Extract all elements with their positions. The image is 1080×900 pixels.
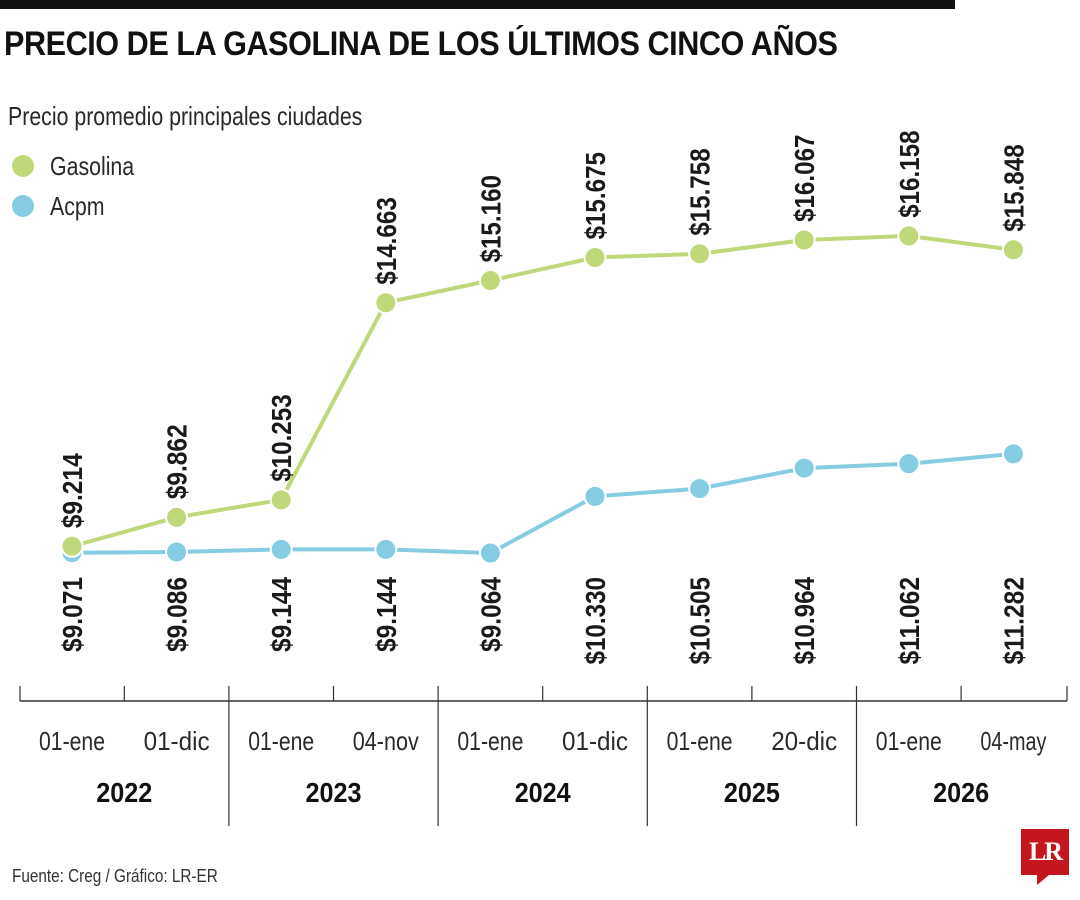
x-tick-label: 01-ene xyxy=(457,726,523,756)
data-point-acpm xyxy=(1001,442,1025,466)
chart-subtitle: Precio promedio principales ciudades xyxy=(8,101,363,131)
lr-logo: LR xyxy=(1021,829,1069,875)
data-label-gasolina: $9.862 xyxy=(162,424,193,499)
data-point-gasolina xyxy=(583,246,607,270)
x-tick-label: 01-dic xyxy=(144,726,210,756)
data-point-acpm xyxy=(269,537,293,561)
x-tick-label: 01-ene xyxy=(667,726,733,756)
year-label: 2022 xyxy=(96,777,152,808)
data-label-acpm: $10.330 xyxy=(580,577,611,665)
data-label-acpm: $10.505 xyxy=(685,577,716,665)
legend-item-gasolina: Gasolina xyxy=(12,146,153,186)
data-point-acpm xyxy=(792,456,816,480)
x-tick-label: 04-nov xyxy=(353,726,419,756)
x-axis: 01-ene 01-dic 01-ene 04-nov 01-ene 01-dic 01-e… xyxy=(19,686,1068,826)
data-point-acpm xyxy=(897,452,921,476)
x-tick-label: 01-dic xyxy=(562,726,628,756)
data-point-gasolina xyxy=(165,505,189,529)
data-point-gasolina xyxy=(269,488,293,512)
top-rule xyxy=(0,0,955,9)
data-label-gasolina: $14.663 xyxy=(371,197,402,285)
x-tick-label: 01-ene xyxy=(39,726,105,756)
data-label-gasolina: $16.158 xyxy=(894,130,925,218)
x-tick-label: 01-ene xyxy=(248,726,314,756)
lr-logo-tail xyxy=(1037,875,1049,885)
data-point-acpm xyxy=(688,477,712,501)
data-label-gasolina: $15.675 xyxy=(580,152,611,240)
x-tick-label: 01-ene xyxy=(876,726,942,756)
data-label-gasolina: $15.758 xyxy=(685,148,716,236)
year-label: 2026 xyxy=(933,777,989,808)
source-footer: Fuente: Creg / Gráfico: LR-ER xyxy=(12,866,218,886)
data-label-gasolina: $16.067 xyxy=(789,135,820,223)
data-label-acpm: $9.144 xyxy=(371,577,402,652)
data-label-gasolina: $15.160 xyxy=(475,175,506,263)
data-label-acpm: $9.064 xyxy=(475,577,506,652)
legend-label-gasolina: Gasolina xyxy=(50,150,135,181)
data-point-acpm xyxy=(165,540,189,564)
data-label-acpm: $10.964 xyxy=(789,577,820,665)
data-label-acpm: $11.062 xyxy=(894,577,925,665)
data-label-gasolina: $9.214 xyxy=(57,453,88,528)
data-point-gasolina xyxy=(60,534,84,558)
x-tick-label: 20-dic xyxy=(771,726,837,756)
legend-swatch-gasolina xyxy=(12,155,34,177)
data-point-acpm xyxy=(583,484,607,508)
series-line-gasolina xyxy=(70,233,1016,549)
legend-label-acpm: Acpm xyxy=(50,190,105,221)
legend-swatch-acpm xyxy=(12,195,34,217)
chart-title: PRECIO DE LA GASOLINA DE LOS ÚLTIMOS CIN… xyxy=(4,25,838,63)
legend: Gasolina Acpm xyxy=(12,146,153,226)
series-line-acpm xyxy=(70,451,1016,555)
year-label: 2024 xyxy=(515,777,571,808)
data-label-gasolina: $15.848 xyxy=(998,144,1029,232)
data-point-gasolina xyxy=(478,269,502,293)
data-labels: $9.214 $9.862 $10.253 $14.663 $15.160 $15.675… xyxy=(57,130,1029,664)
data-point-gasolina xyxy=(792,228,816,252)
data-point-acpm xyxy=(374,537,398,561)
data-label-gasolina: $10.253 xyxy=(266,394,297,482)
year-label: 2025 xyxy=(724,777,780,808)
data-points xyxy=(60,224,1025,565)
data-label-acpm: $11.282 xyxy=(998,577,1029,665)
data-point-gasolina xyxy=(374,291,398,315)
data-label-acpm: $9.071 xyxy=(57,577,88,652)
data-point-gasolina xyxy=(688,242,712,266)
series-lines xyxy=(70,233,1016,555)
data-label-acpm: $9.086 xyxy=(162,577,193,652)
data-point-acpm xyxy=(478,541,502,565)
legend-item-acpm: Acpm xyxy=(12,186,153,226)
data-point-gasolina xyxy=(1001,238,1025,262)
data-point-gasolina xyxy=(897,224,921,248)
year-label: 2023 xyxy=(306,777,362,808)
x-tick-label: 04-may xyxy=(980,726,1046,756)
data-label-acpm: $9.144 xyxy=(266,577,297,652)
